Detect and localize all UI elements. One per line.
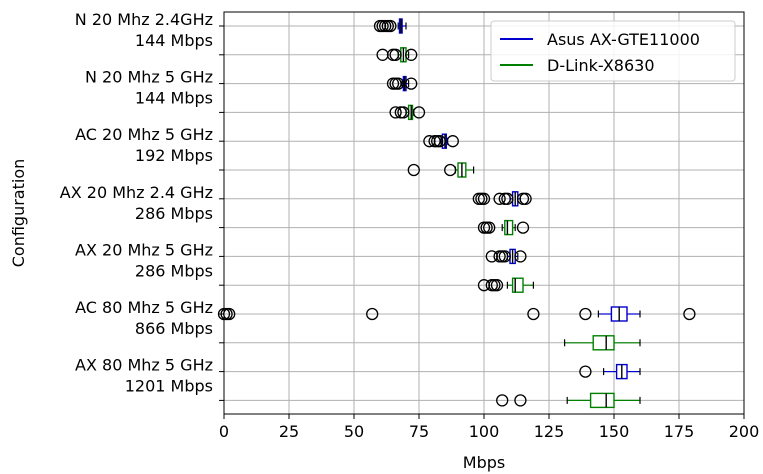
outlier-point: [519, 192, 532, 205]
x-tick-label: 125: [534, 422, 565, 441]
y-tick-label-rate: 144 Mbps: [135, 31, 213, 50]
box-dlink: [563, 335, 641, 351]
box-asus: [485, 248, 527, 265]
y-tick-label-rate: 286 Mbps: [135, 204, 213, 223]
y-tick-label-config: AX 20 Mhz 2.4 GHz: [60, 183, 213, 202]
y-axis-ticks: N 20 Mhz 2.4GHz 144 Mbps N 20 Mhz 5 GHz 144…: [60, 10, 224, 401]
box-dlink: [496, 392, 641, 409]
iqr-box: [504, 219, 514, 236]
legend-frame: [490, 20, 736, 82]
y-tick-label-config: N 20 Mhz 5 GHz: [85, 68, 213, 87]
outlier-point: [501, 192, 514, 205]
outlier-point: [490, 279, 504, 292]
outlier-point: [477, 192, 491, 205]
x-axis-ticks: 0 25 50 75 100 125 150 175 200: [219, 414, 759, 441]
iqr-box: [592, 335, 615, 351]
outlier-point: [516, 221, 530, 234]
y-tick-label-rate: 192 Mbps: [135, 146, 213, 165]
box-dlink: [477, 277, 535, 293]
outlier-point: [446, 135, 459, 148]
box-asus: [373, 18, 407, 34]
outlier-point: [493, 192, 506, 205]
x-tick-label: 175: [664, 422, 695, 441]
x-tick-label: 0: [219, 422, 229, 441]
iqr-box: [589, 392, 615, 409]
outlier-point: [433, 135, 446, 148]
outlier-point: [389, 106, 402, 119]
y-tick-label-rate: 144 Mbps: [135, 89, 213, 108]
y-tick-label-config: AX 20 Mhz 5 GHz: [75, 240, 213, 259]
y-tick-label-config: AC 20 Mhz 5 GHz: [75, 125, 213, 144]
y-tick-label-rate: 1201 Mbps: [125, 377, 213, 396]
outlier-point: [389, 48, 402, 61]
outlier-point: [397, 106, 410, 119]
outlier-point: [579, 365, 592, 378]
box-dlink: [389, 104, 426, 121]
outlier-point: [498, 250, 511, 263]
legend-label-asus: Asus AX-GTE11000: [547, 30, 700, 49]
iqr-box: [511, 277, 524, 293]
box-dlink: [407, 162, 475, 178]
x-axis-label: Mbps: [463, 453, 505, 472]
box-asus: [423, 133, 459, 149]
legend: Asus AX-GTE11000 D-Link-X8630: [490, 20, 736, 82]
y-tick-label-rate: 286 Mbps: [135, 261, 213, 280]
x-tick-label: 50: [344, 422, 364, 441]
outlier-point: [579, 307, 592, 321]
outlier-point: [392, 77, 405, 90]
outlier-point: [496, 394, 509, 407]
box-plots: [217, 18, 696, 409]
x-tick-label: 25: [279, 422, 299, 441]
x-tick-label: 75: [409, 422, 429, 441]
outlier-point: [514, 250, 527, 263]
box-asus: [472, 191, 532, 207]
outlier-point: [527, 307, 540, 321]
outlier-point: [683, 307, 696, 321]
y-tick-label-rate: 866 Mbps: [135, 319, 213, 338]
legend-label-dlink: D-Link-X8630: [547, 56, 655, 75]
outlier-point: [412, 106, 426, 119]
outlier-point: [444, 163, 457, 177]
box-dlink: [376, 47, 418, 63]
outlier-point: [483, 221, 496, 234]
box-dlink: [477, 219, 530, 236]
y-tick-label-config: AC 80 Mhz 5 GHz: [75, 298, 213, 317]
y-axis-label: Configuration: [9, 159, 28, 268]
outlier-point: [407, 163, 420, 177]
x-tick-label: 100: [469, 422, 500, 441]
outlier-point: [405, 48, 418, 61]
outlier-point: [514, 394, 527, 407]
box-asus: [579, 363, 641, 380]
y-tick-label-config: N 20 Mhz 2.4GHz: [75, 10, 213, 29]
x-tick-label: 150: [599, 422, 630, 441]
outlier-point: [366, 307, 379, 321]
x-tick-label: 200: [729, 422, 760, 441]
box-asus: [386, 75, 418, 92]
y-tick-label-config: AX 80 Mhz 5 GHz: [75, 356, 213, 375]
outlier-point: [405, 77, 418, 90]
outlier-point: [384, 19, 397, 33]
